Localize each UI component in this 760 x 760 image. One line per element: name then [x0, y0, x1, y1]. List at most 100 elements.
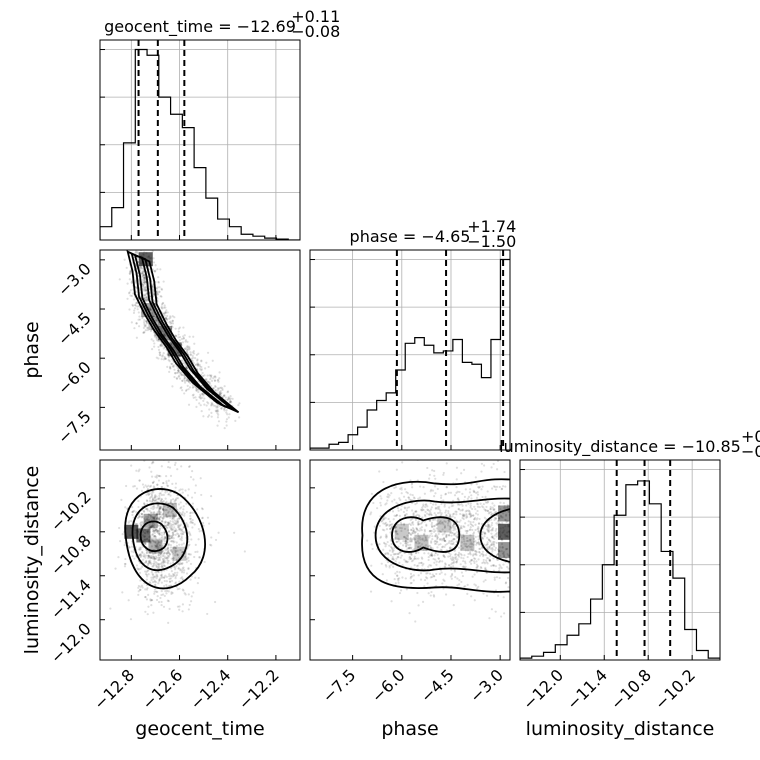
scatter-point: [494, 610, 497, 613]
scatter-point: [182, 337, 185, 340]
scatter-point: [385, 502, 388, 505]
scatter-point: [143, 331, 146, 334]
scatter-point: [476, 517, 479, 520]
scatter-point: [430, 523, 433, 526]
scatter-point: [431, 535, 434, 538]
scatter-point: [171, 325, 174, 329]
density-cell: [162, 502, 177, 517]
scatter-point: [142, 270, 145, 273]
scatter-point: [158, 578, 161, 582]
x-tick-label: −4.5: [417, 665, 458, 706]
scatter-point: [210, 401, 213, 404]
scatter-point: [161, 536, 164, 539]
scatter-point: [220, 391, 223, 394]
scatter-point: [140, 272, 143, 275]
scatter-point: [496, 558, 499, 562]
scatter-point: [144, 286, 147, 289]
scatter-point: [201, 507, 204, 511]
scatter-point: [395, 514, 399, 517]
scatter-point: [405, 490, 408, 494]
scatter-point: [436, 536, 439, 539]
scatter-point: [386, 560, 390, 564]
scatter-point: [416, 540, 420, 543]
scatter-point: [188, 465, 191, 468]
scatter-point: [400, 554, 403, 557]
scatter-point: [121, 533, 124, 536]
scatter-point: [433, 530, 436, 533]
scatter-point: [398, 551, 402, 554]
scatter-point: [154, 583, 157, 586]
scatter-point: [493, 504, 496, 507]
scatter-point: [166, 515, 169, 519]
scatter-point: [384, 563, 387, 567]
scatter-point: [486, 490, 489, 493]
scatter-point: [434, 506, 438, 510]
scatter-point: [424, 535, 427, 538]
scatter-point: [490, 564, 493, 567]
scatter-point: [141, 522, 144, 525]
scatter-point: [422, 508, 425, 512]
scatter-point: [387, 517, 390, 521]
scatter-point: [176, 521, 179, 525]
scatter-point: [170, 525, 174, 528]
scatter-point: [119, 242, 121, 244]
scatter-point: [181, 359, 185, 362]
scatter-point: [179, 511, 182, 515]
scatter-point: [174, 334, 177, 338]
scatter-point: [472, 532, 475, 535]
scatter-point: [438, 530, 441, 533]
scatter-point: [175, 334, 178, 338]
scatter-point: [162, 561, 165, 564]
scatter-point: [218, 392, 222, 395]
scatter-point: [139, 588, 142, 591]
scatter-point: [409, 557, 412, 560]
scatter-point: [141, 283, 145, 286]
scatter-point: [455, 466, 459, 469]
scatter-point: [379, 535, 383, 538]
scatter-panel-geocent_time-vs-phase: [99, 242, 301, 451]
scatter-point: [221, 387, 224, 390]
scatter-point: [471, 514, 475, 517]
scatter-point: [467, 552, 470, 556]
scatter-point: [206, 516, 210, 519]
scatter-point: [444, 543, 447, 547]
scatter-point: [128, 546, 131, 549]
scatter-point: [148, 466, 151, 469]
scatter-point: [394, 582, 397, 585]
scatter-point: [452, 541, 455, 544]
scatter-point: [155, 476, 158, 479]
scatter-point: [128, 272, 131, 275]
scatter-point: [516, 499, 518, 501]
scatter-point: [462, 514, 465, 517]
scatter-point: [393, 546, 396, 549]
scatter-point: [477, 526, 480, 529]
scatter-point: [181, 389, 184, 392]
scatter-point: [478, 551, 481, 554]
scatter-point: [144, 281, 147, 284]
scatter-point: [422, 505, 425, 508]
histogram-panel-geocent_time: geocent_time = −12.69+0.11−0.08: [99, 7, 340, 241]
scatter-point: [385, 524, 388, 527]
scatter-point: [154, 563, 158, 567]
scatter-point: [421, 538, 424, 541]
scatter-point: [392, 565, 395, 568]
scatter-point: [179, 548, 182, 552]
scatter-point: [537, 554, 539, 556]
scatter-point: [181, 513, 184, 516]
scatter-point: [143, 294, 146, 297]
scatter-point: [439, 530, 443, 533]
scatter-point: [393, 486, 396, 490]
scatter-point: [130, 321, 133, 324]
scatter-point: [476, 565, 480, 568]
scatter-point: [185, 346, 188, 349]
scatter-point: [407, 506, 411, 509]
scatter-point: [411, 521, 414, 525]
scatter-point: [214, 376, 217, 379]
scatter-point: [178, 377, 182, 380]
scatter-point: [493, 516, 496, 519]
scatter-point: [454, 532, 457, 535]
scatter-point: [160, 493, 163, 497]
scatter-point: [234, 419, 237, 422]
scatter-point: [151, 524, 155, 527]
scatter-point: [490, 518, 493, 521]
